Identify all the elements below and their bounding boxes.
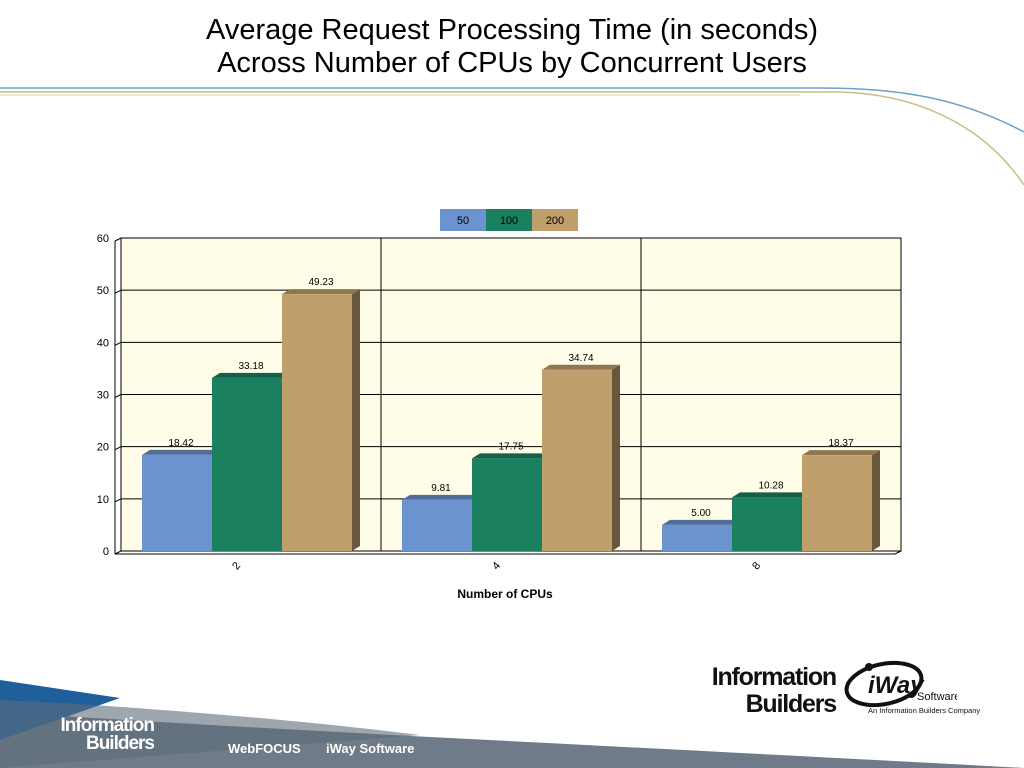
bar-top — [142, 449, 220, 455]
legend-swatch — [486, 209, 532, 231]
iway-tagline: An Information Builders Company — [868, 706, 981, 715]
footer-link-iway-software[interactable]: iWay Software — [326, 741, 415, 756]
y-tick-label: 10 — [97, 494, 109, 506]
title-line-1: Average Request Processing Time (in seco… — [206, 14, 818, 46]
y-tick-label: 50 — [97, 285, 109, 297]
y-tick-label: 40 — [97, 337, 109, 349]
bar-top — [282, 289, 360, 295]
bar-top — [542, 364, 620, 370]
bar-top — [402, 494, 480, 500]
bar-side — [352, 289, 360, 551]
legend-swatch — [440, 209, 486, 231]
x-axis-label: Number of CPUs — [457, 587, 553, 601]
data-label: 34.74 — [568, 353, 593, 364]
footer-information-builders-logo: Information Builders — [58, 715, 156, 754]
footer-ib-line2: Builders — [85, 733, 155, 754]
bar — [142, 454, 212, 551]
footer-band — [0, 680, 1024, 768]
x-axis-corner — [894, 550, 902, 555]
bar — [402, 499, 472, 551]
footer-ib-line1: Information — [60, 715, 156, 736]
data-label: 49.23 — [308, 277, 333, 288]
data-label: 17.75 — [498, 441, 523, 452]
bar — [542, 369, 612, 551]
bar-top — [802, 450, 880, 456]
data-label: 10.28 — [758, 480, 783, 491]
data-label: 5.00 — [691, 508, 711, 519]
bar — [732, 497, 802, 551]
y-tick-label: 20 — [97, 442, 109, 454]
bar-side — [872, 450, 880, 551]
bar — [282, 294, 352, 551]
bar — [802, 455, 872, 551]
iway-logo-sub: Software — [917, 691, 957, 703]
data-label: 18.37 — [828, 438, 853, 449]
bar-chart: 18.42 33.18 49.23 9.81 17.75 34.74 5.00 10.28 18… — [97, 209, 902, 601]
y-tick — [114, 446, 122, 451]
y-tick-label: 30 — [97, 390, 109, 402]
y-tick-label: 0 — [103, 546, 109, 558]
y-tick — [114, 341, 122, 346]
bar-top — [662, 519, 740, 525]
bar — [662, 524, 732, 551]
bar — [472, 458, 542, 551]
legend-label: 50 — [457, 215, 469, 227]
y-tick — [114, 394, 122, 398]
y-tick-label: 60 — [97, 233, 109, 245]
x-tick-label: 8 — [750, 560, 763, 572]
bar-top — [472, 453, 550, 459]
bar — [212, 377, 282, 551]
title-line-2: Across Number of CPUs by Concurrent User… — [217, 47, 807, 79]
x-tick-label: 2 — [230, 560, 243, 572]
data-label: 9.81 — [431, 483, 451, 494]
header-swoosh — [0, 87, 1024, 186]
y-tick — [114, 289, 122, 294]
bar-side — [612, 364, 620, 551]
ib-logo-line1: Information — [711, 663, 837, 691]
x-tick-label: 4 — [490, 560, 503, 572]
legend: 50 100 200 — [440, 209, 578, 231]
iway-logo: iWay Software — [844, 660, 957, 708]
data-label: 33.18 — [238, 361, 263, 372]
iway-logo-text: iWay — [868, 672, 925, 699]
ib-logo-line2: Builders — [745, 690, 838, 718]
bar-top — [212, 372, 290, 378]
bar-top — [732, 492, 810, 498]
y-tick — [114, 237, 122, 242]
slide-title: Average Request Processing Time (in seco… — [0, 14, 1024, 80]
y-tick — [114, 498, 122, 503]
legend-label: 200 — [546, 215, 564, 227]
legend-swatch — [532, 209, 578, 231]
legend-label: 100 — [500, 215, 518, 227]
information-builders-logo: Information Builders — [706, 663, 838, 718]
footer-link-webfocus[interactable]: WebFOCUS — [228, 741, 301, 756]
data-label: 18.42 — [168, 438, 193, 449]
